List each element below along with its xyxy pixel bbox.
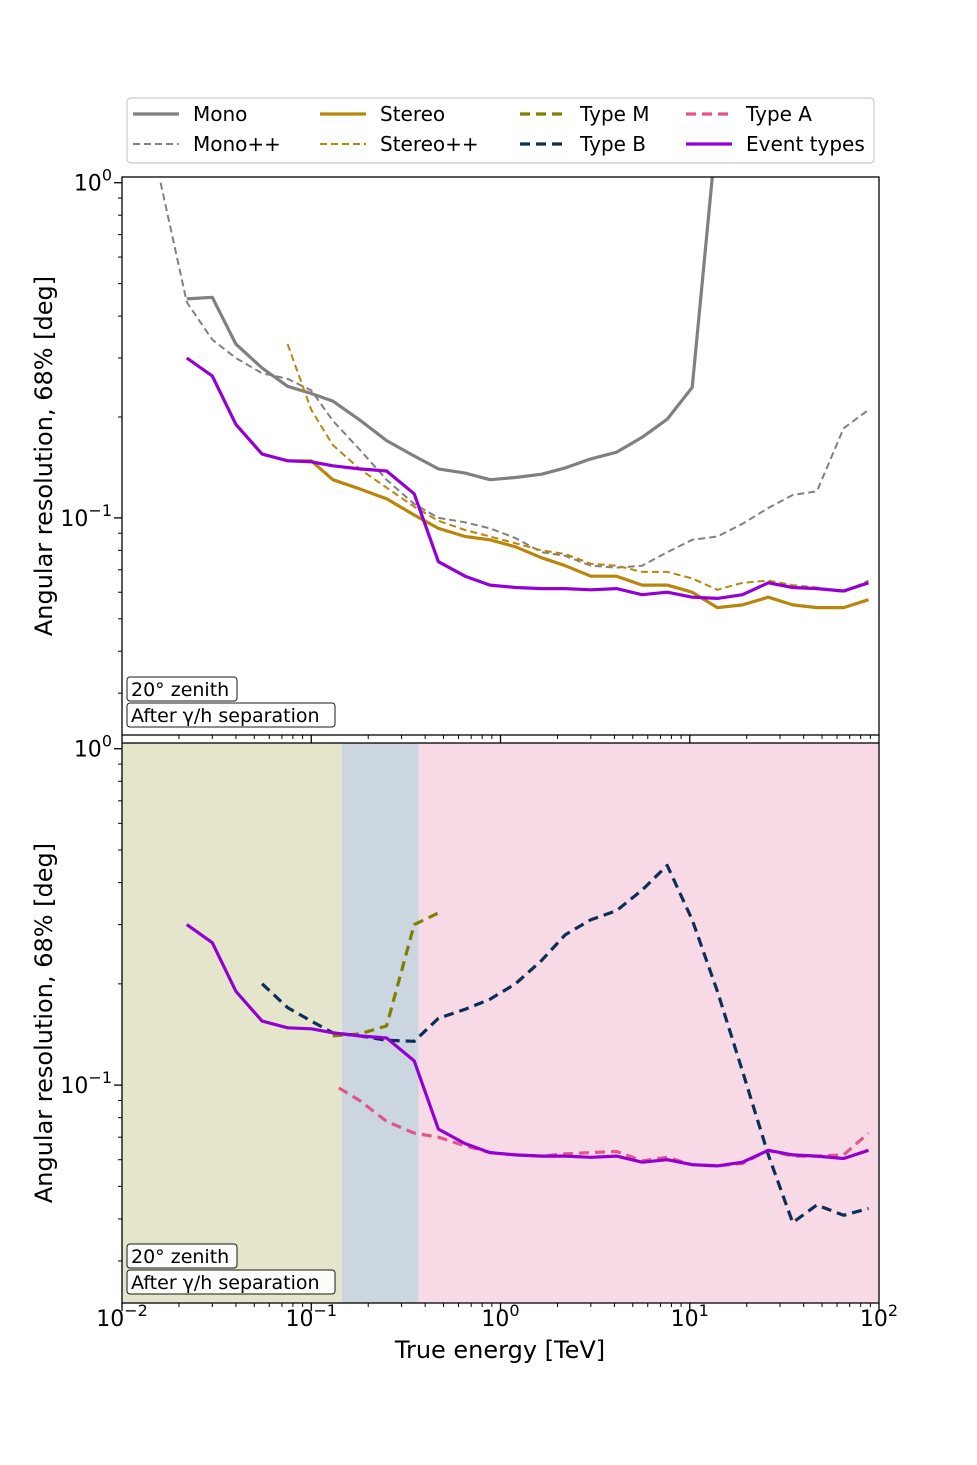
legend-label: Type M xyxy=(579,102,650,126)
top-y-axis-label: Angular resolution, 68% [deg] xyxy=(30,276,58,636)
top-y-tick-label: 100 xyxy=(74,166,112,197)
legend-item-mono: Mono xyxy=(133,102,247,126)
top-series-mono-pp xyxy=(159,182,870,569)
bottom-annotation-separation-text: After γ/h separation xyxy=(131,1272,320,1294)
legend-label: Type B xyxy=(579,132,646,156)
legend-item-stereo-pp: Stereo++ xyxy=(320,132,479,156)
bottom-y-tick-label: 100 xyxy=(74,732,112,763)
bottom-region-type-b xyxy=(341,743,419,1303)
legend-label: Mono++ xyxy=(193,132,281,156)
top-annotation-zenith: 20° zenith xyxy=(126,676,238,702)
x-axis-ticks: 10−2 10−1 100 101 102 xyxy=(96,735,898,1332)
legend-item-stereo: Stereo xyxy=(320,102,445,126)
bottom-annotation-zenith-text: 20° zenith xyxy=(131,1246,229,1268)
top-series-event-types xyxy=(185,356,870,601)
top-series-mono xyxy=(186,177,714,482)
x-axis-label: True energy [TeV] xyxy=(394,1336,605,1364)
bottom-annotation-zenith: 20° zenith xyxy=(126,1243,238,1269)
top-series-stereo-pp xyxy=(286,343,869,594)
x-tick-label: 10−1 xyxy=(285,1301,337,1332)
x-tick-label: 100 xyxy=(481,1301,519,1332)
bottom-y-tick-label: 10−1 xyxy=(60,1068,112,1099)
legend: Mono Mono++ Stereo Stereo++ Type M Type B Type… xyxy=(126,97,875,164)
top-y-tick-label: 10−1 xyxy=(60,501,112,532)
legend-label: Stereo xyxy=(380,102,445,126)
legend-label: Mono xyxy=(193,102,247,126)
legend-item-event-types: Event types xyxy=(686,132,865,156)
top-series-stereo xyxy=(287,459,869,610)
bottom-region-type-m xyxy=(122,743,342,1303)
bottom-annotation-separation: After γ/h separation xyxy=(126,1269,336,1295)
legend-item-type-m: Type M xyxy=(520,102,650,126)
bottom-y-axis-label: Angular resolution, 68% [deg] xyxy=(30,843,58,1203)
top-panel: 100 10−1 Angular resolution, 68% [deg] 20… xyxy=(30,166,880,736)
x-tick-label: 101 xyxy=(671,1301,709,1332)
bottom-region-type-a xyxy=(418,743,879,1303)
legend-item-type-a: Type A xyxy=(686,102,812,126)
legend-item-type-b: Type B xyxy=(520,132,646,156)
x-tick-label: 10−2 xyxy=(96,1301,148,1332)
legend-label: Stereo++ xyxy=(380,132,479,156)
legend-item-mono-pp: Mono++ xyxy=(133,132,281,156)
bottom-panel: 100 10−1 Angular resolution, 68% [deg] 20… xyxy=(30,732,880,1304)
legend-label: Event types xyxy=(746,132,865,156)
legend-label: Type A xyxy=(745,102,812,126)
bottom-series-event-types xyxy=(185,923,870,1168)
top-annotation-separation-text: After γ/h separation xyxy=(131,705,320,727)
x-tick-label: 102 xyxy=(860,1301,898,1332)
top-annotation-zenith-text: 20° zenith xyxy=(131,679,229,701)
top-annotation-separation: After γ/h separation xyxy=(126,702,336,728)
